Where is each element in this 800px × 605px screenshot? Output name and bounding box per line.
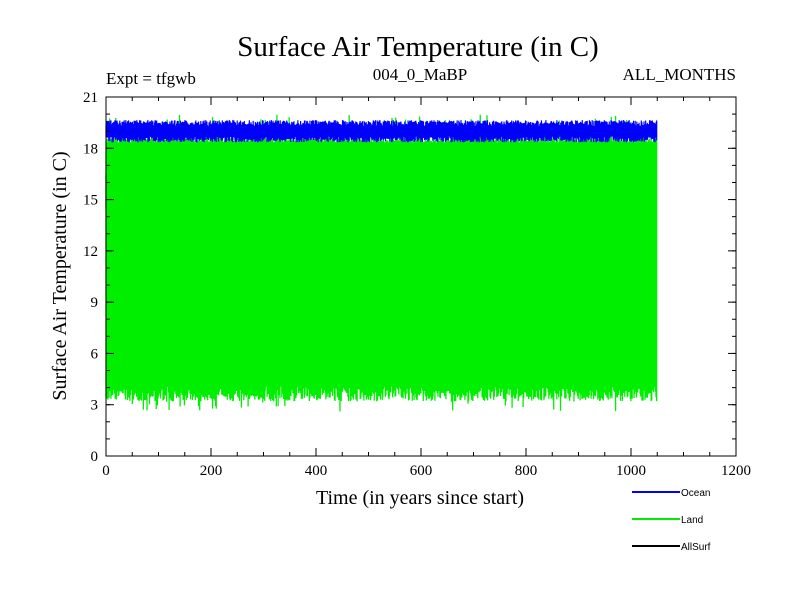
subtitle-left: Expt = tfgwb (106, 69, 196, 88)
x-axis-label: Time (in years since start) (316, 487, 524, 509)
y-tick-label: 6 (91, 346, 99, 362)
y-axis-label: Surface Air Temperature (in C) (49, 151, 71, 400)
series-land-line (105, 114, 658, 412)
chart-title: Surface Air Temperature (in C) (237, 31, 598, 63)
series-ocean (105, 120, 658, 143)
x-tick-label: 600 (410, 463, 433, 479)
legend-item-allsurf: AllSurf (632, 542, 711, 553)
y-tick-label: 0 (91, 449, 99, 465)
y-tick-label: 21 (83, 90, 98, 106)
y-tick-label: 15 (83, 193, 98, 209)
y-tick-label: 12 (83, 244, 98, 260)
y-tick-label: 18 (83, 141, 98, 157)
x-tick-label: 1000 (616, 463, 646, 479)
y-tick-label: 9 (91, 295, 99, 311)
x-tick-label: 800 (515, 463, 538, 479)
x-tick-label: 400 (305, 463, 328, 479)
legend-item-ocean: Ocean (632, 488, 710, 499)
y-tick-label: 3 (91, 398, 99, 414)
legend-label: Ocean (681, 488, 710, 499)
x-tick-label: 0 (102, 463, 110, 479)
legend-label: Land (681, 515, 703, 526)
subtitle-center: 004_0_MaBP (373, 65, 467, 84)
x-tick-label: 1200 (721, 463, 751, 479)
subtitle-right: ALL_MONTHS (623, 65, 736, 84)
axes-layer: 0 200 400 600 800 1000 1200 0 3 6 9 12 15 18 21 (83, 90, 751, 479)
legend-item-land: Land (632, 515, 703, 526)
x-tick-label: 200 (200, 463, 223, 479)
series-land (105, 114, 658, 412)
series-ocean-line (105, 120, 658, 143)
legend-label: AllSurf (681, 542, 711, 553)
legend: Ocean Land AllSurf (632, 488, 711, 553)
series-layer (105, 114, 658, 412)
